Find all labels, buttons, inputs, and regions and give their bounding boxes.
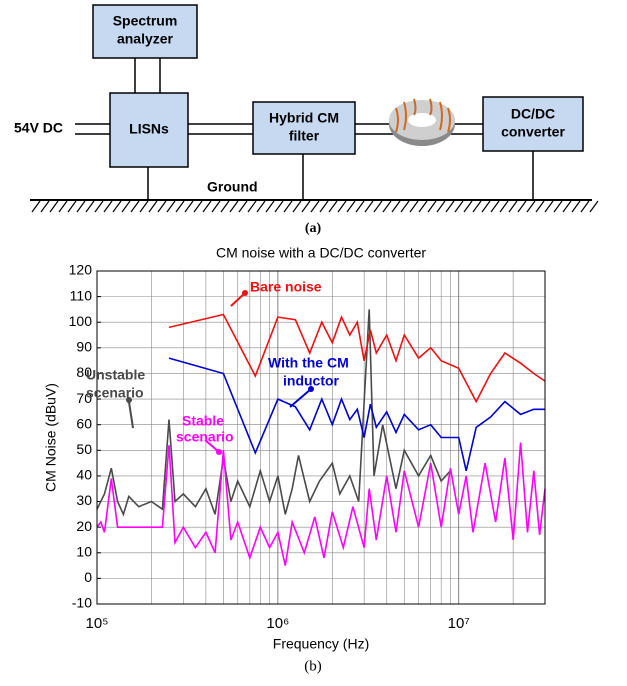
y-tick-label: -10 [72, 595, 92, 611]
y-tick-label: 70 [76, 390, 92, 406]
annotation: Unstable [86, 367, 145, 383]
plot-area [97, 271, 545, 604]
caption: (a) [305, 221, 322, 236]
y-tick-label: 120 [69, 262, 93, 278]
box [109, 92, 189, 168]
arrow-head [126, 397, 132, 403]
ground-hatch [31, 200, 599, 213]
node-label: analyzer [117, 31, 174, 47]
y-tick-label: 10 [76, 543, 92, 559]
y-tick-label: 50 [76, 441, 92, 457]
block-diagram [15, 4, 599, 213]
y-tick-label: 40 [76, 467, 92, 483]
toroid [389, 98, 455, 146]
annotation-arrow [128, 401, 134, 429]
y-tick-label: 80 [76, 364, 92, 380]
x-tick-label: 10⁷ [448, 615, 470, 632]
ground-label: Ground [207, 179, 258, 195]
node-label: converter [501, 124, 565, 140]
series-line [96, 309, 451, 517]
series-line [96, 442, 546, 566]
arrow-head [242, 290, 248, 296]
arrow-head [308, 386, 314, 392]
y-tick-label: 0 [84, 569, 92, 585]
arrow-head [216, 449, 222, 455]
node-label: Hybrid CM [269, 110, 339, 126]
y-tick-label: 60 [76, 415, 92, 431]
annotation: scenario [176, 429, 234, 445]
box [482, 96, 584, 152]
node-label: filter [289, 128, 320, 144]
annotation-arrow [289, 388, 312, 408]
annotation-arrow [230, 292, 246, 307]
annotation: With the CM [268, 355, 349, 371]
y-tick-label: 90 [76, 339, 92, 355]
annotation: scenario [86, 385, 144, 401]
annotation-arrow [204, 439, 220, 453]
y-tick-label: 100 [69, 313, 93, 329]
y-tick-label: 110 [70, 287, 93, 303]
source-label: 54V DC [14, 120, 63, 136]
caption: (b) [304, 658, 322, 674]
node-label: Spectrum [113, 13, 178, 29]
series-line [168, 357, 545, 471]
chart: -10 0 10 20 30 40 50 60 70 80 90 100 110 120 10⁵ 10⁶ 10⁷… [43, 245, 546, 674]
x-axis-label: Frequency (Hz) [273, 636, 369, 652]
node-label: LISNs [129, 121, 169, 137]
annotation: Bare noise [250, 279, 322, 295]
x-tick-label: 10⁶ [266, 615, 289, 632]
chart-title: CM noise with a DC/DC converter [216, 245, 426, 261]
annotation: Stable [182, 413, 224, 429]
box [92, 4, 198, 59]
series-line [168, 313, 546, 404]
plot-frame [96, 270, 546, 605]
annotation: inductor [283, 373, 340, 389]
y-tick-label: 30 [76, 492, 92, 508]
box [252, 101, 356, 155]
y-tick-label: 20 [76, 518, 92, 534]
node-label: DC/DC [511, 106, 555, 122]
diagram-labels: Spectrum analyzer LISNs Hybrid CM filter DC/D… [14, 13, 565, 237]
x-tick-label: 10⁵ [86, 615, 109, 632]
y-axis-label: CM Noise (dBuV) [43, 383, 59, 492]
